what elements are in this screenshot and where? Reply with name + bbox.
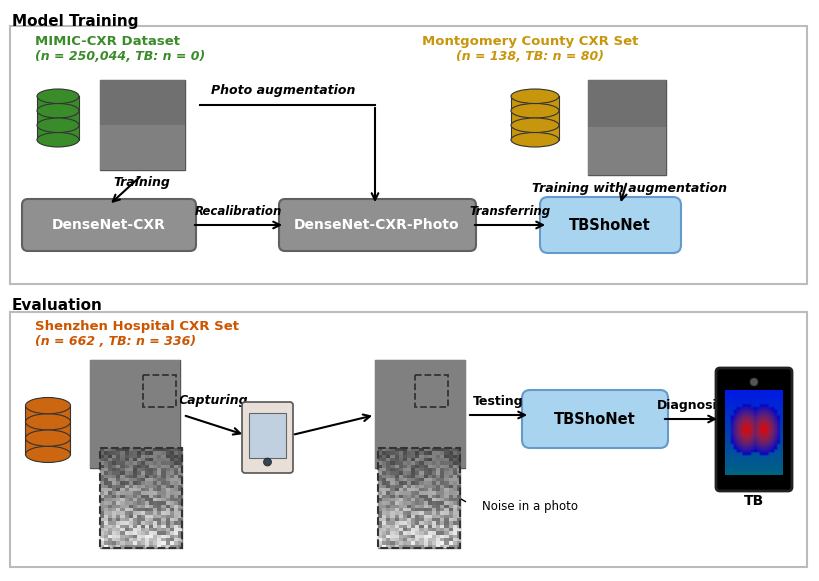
Bar [10,26,806,284]
Bar [90,360,180,468]
Circle shape [263,458,271,466]
Text: (n = 250,044, TB: n = 0): (n = 250,044, TB: n = 0) [35,50,205,63]
Bar [10,312,806,567]
Text: Montgomery County CXR Set: Montgomery County CXR Set [421,35,637,48]
Bar [100,80,185,170]
Text: Photo augmentation: Photo augmentation [210,84,355,97]
Ellipse shape [37,118,79,132]
Bar [100,448,182,548]
Bar [378,448,459,548]
FancyBboxPatch shape [540,197,680,253]
Bar [143,375,176,407]
Text: Diagnosis: Diagnosis [656,399,724,412]
Ellipse shape [37,103,79,118]
Bar [587,80,665,175]
Ellipse shape [510,103,559,118]
Ellipse shape [37,132,79,147]
Bar [249,413,286,458]
Ellipse shape [510,89,559,103]
Text: TBShoNet: TBShoNet [554,411,635,426]
Text: Noise in a photo: Noise in a photo [482,500,577,513]
Ellipse shape [510,118,559,132]
FancyBboxPatch shape [242,402,292,473]
Ellipse shape [25,397,70,414]
Text: DenseNet-CXR-Photo: DenseNet-CXR-Photo [294,218,459,232]
Text: Capturing: Capturing [178,394,247,407]
Text: Shenzhen Hospital CXR Set: Shenzhen Hospital CXR Set [35,320,238,333]
FancyBboxPatch shape [715,368,791,491]
FancyBboxPatch shape [22,199,196,251]
Text: (n = 662 , TB: n = 336): (n = 662 , TB: n = 336) [35,335,196,348]
Text: DenseNet-CXR: DenseNet-CXR [52,218,165,232]
Text: TB: TB [743,494,763,508]
FancyBboxPatch shape [522,390,667,448]
Text: Evaluation: Evaluation [12,298,102,313]
Text: (n = 138, TB: n = 80): (n = 138, TB: n = 80) [455,50,604,63]
Text: Recalibration: Recalibration [194,205,282,218]
Bar [25,406,70,454]
Circle shape [749,378,757,386]
Text: Training with augmentation: Training with augmentation [532,182,726,195]
Ellipse shape [510,132,559,147]
Text: TBShoNet: TBShoNet [568,217,650,232]
Text: Model Training: Model Training [12,14,138,29]
Bar [37,96,79,140]
Bar [374,360,464,468]
Text: Training: Training [113,176,170,189]
Bar [510,96,559,140]
Ellipse shape [37,89,79,103]
Bar [100,448,182,548]
Ellipse shape [25,414,70,430]
Text: MIMIC-CXR Dataset: MIMIC-CXR Dataset [35,35,180,48]
Ellipse shape [25,430,70,446]
Ellipse shape [25,446,70,462]
Bar [378,448,459,548]
Text: Testing: Testing [472,395,523,408]
Bar [414,375,447,407]
Text: Transferring: Transferring [468,205,550,218]
FancyBboxPatch shape [278,199,475,251]
